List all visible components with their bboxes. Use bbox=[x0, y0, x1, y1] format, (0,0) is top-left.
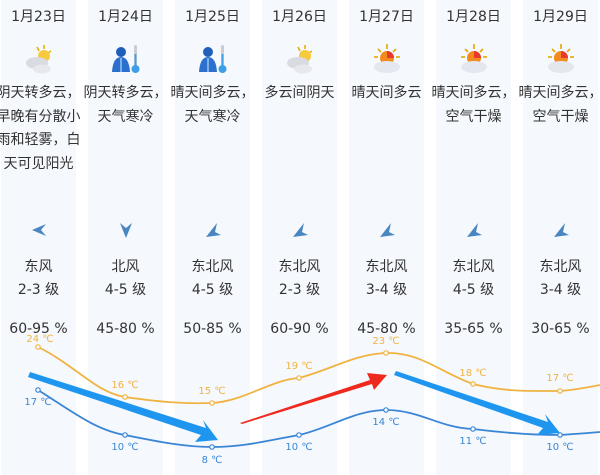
trend-up-arrow-icon bbox=[240, 373, 387, 424]
low-temp-label: 14 ℃ bbox=[372, 417, 399, 428]
wind-arrow-northeast-icon bbox=[553, 223, 569, 237]
wind-direction: 东北风 bbox=[452, 259, 495, 275]
humidity: 60-90 % bbox=[270, 321, 329, 337]
day-date: 1月24日 bbox=[98, 9, 153, 25]
wind-level: 2-3 级 bbox=[17, 282, 60, 298]
weather-description: 晴天间多云 bbox=[351, 85, 422, 101]
day-date: 1月27日 bbox=[359, 9, 414, 25]
humidity: 45-80 % bbox=[96, 321, 155, 337]
wind-arrow-northeast-icon bbox=[379, 223, 395, 237]
low-temp-label: 10 ℃ bbox=[111, 442, 138, 453]
high-temp-line bbox=[37, 346, 600, 405]
wind-arrow-northeast-icon bbox=[466, 223, 482, 237]
cold-thermometer-icon bbox=[198, 45, 226, 73]
cold-thermometer-icon bbox=[111, 45, 139, 73]
day-date: 1月28日 bbox=[446, 9, 501, 25]
wind-arrow-east-icon bbox=[31, 224, 46, 236]
day-column: 1月29日 晴天间多云，空气干燥 东北风 3-4 级 30-65 % bbox=[519, 0, 600, 475]
day-date: 1月26日 bbox=[272, 9, 327, 25]
wind-level: 4-5 级 bbox=[452, 282, 495, 298]
low-temp-points bbox=[35, 387, 563, 450]
high-temp-label: 15 ℃ bbox=[198, 386, 225, 397]
weather-description: 晴天间多云，空气干燥 bbox=[518, 85, 600, 125]
wind-arrow-north-icon bbox=[119, 223, 132, 238]
high-temp-label: 23 ℃ bbox=[372, 336, 399, 347]
wind-direction: 东北风 bbox=[278, 259, 321, 275]
low-temp-label: 10 ℃ bbox=[285, 442, 312, 453]
day-column: 1月27日 晴天间多云 东北风 3-4 级 45-80 % bbox=[349, 0, 424, 475]
humidity: 35-65 % bbox=[444, 321, 503, 337]
high-temp-points bbox=[35, 344, 563, 406]
low-temp-label: 10 ℃ bbox=[546, 442, 573, 453]
wind-direction: 东北风 bbox=[191, 259, 234, 275]
high-temp-label: 16 ℃ bbox=[111, 380, 138, 391]
humidity: 50-85 % bbox=[183, 321, 242, 337]
humidity: 45-80 % bbox=[357, 321, 416, 337]
trend-down-arrow-icon bbox=[394, 371, 560, 435]
weather-description: 阴天转多云，早晚有分散小雨和轻雾，白天可见阳光 bbox=[0, 85, 81, 172]
humidity: 30-65 % bbox=[531, 321, 590, 337]
high-temp-label: 19 ℃ bbox=[285, 361, 312, 372]
cloudy-sun-icon bbox=[286, 45, 312, 74]
sun-cloud-icon bbox=[547, 44, 574, 73]
day-date: 1月29日 bbox=[533, 9, 588, 25]
wind-direction: 东北风 bbox=[365, 259, 408, 275]
low-temp-label: 8 ℃ bbox=[202, 455, 223, 466]
wind-level: 3-4 级 bbox=[539, 282, 582, 298]
weather-description: 晴天间多云，天气寒冷 bbox=[170, 85, 255, 125]
wind-level: 4-5 级 bbox=[191, 282, 234, 298]
weather-description: 阴天转多云，天气寒冷 bbox=[83, 85, 168, 125]
sun-cloud-icon bbox=[373, 44, 400, 73]
wind-arrow-northeast-icon bbox=[205, 223, 221, 237]
wind-arrow-northeast-icon bbox=[292, 223, 308, 237]
day-date: 1月25日 bbox=[185, 9, 240, 25]
high-temp-label: 17 ℃ bbox=[546, 373, 573, 384]
high-temp-label: 18 ℃ bbox=[459, 368, 486, 379]
wind-level: 4-5 级 bbox=[104, 282, 147, 298]
wind-direction: 东北风 bbox=[539, 259, 582, 275]
cloudy-sun-icon bbox=[25, 45, 51, 74]
wind-direction: 东风 bbox=[24, 259, 53, 275]
sun-cloud-icon bbox=[460, 44, 487, 73]
day-column: 1月28日 晴天间多云，空气干燥 东北风 4-5 级 35-65 % bbox=[432, 0, 516, 475]
day-column: 1月23日 阴天转多云，早晚有分散小雨和轻雾，白天可见阳光 东风 2-3 级 6… bbox=[0, 0, 81, 475]
day-date: 1月23日 bbox=[11, 9, 66, 25]
weather-description: 多云间阴天 bbox=[264, 85, 335, 101]
wind-level: 2-3 级 bbox=[278, 282, 321, 298]
trend-down-arrow-icon bbox=[28, 372, 218, 442]
weather-description: 晴天间多云，空气干燥 bbox=[431, 85, 516, 125]
day-column: 1月25日 晴天间多云，天气寒冷 东北风 4-5 级 50-85 % bbox=[171, 0, 255, 475]
wind-direction: 北风 bbox=[111, 259, 140, 275]
high-temp-label: 24 ℃ bbox=[26, 334, 53, 345]
low-temp-label: 17 ℃ bbox=[24, 397, 51, 408]
wind-level: 3-4 级 bbox=[365, 282, 408, 298]
low-temp-label: 11 ℃ bbox=[459, 436, 486, 447]
humidity: 60-95 % bbox=[9, 321, 68, 337]
